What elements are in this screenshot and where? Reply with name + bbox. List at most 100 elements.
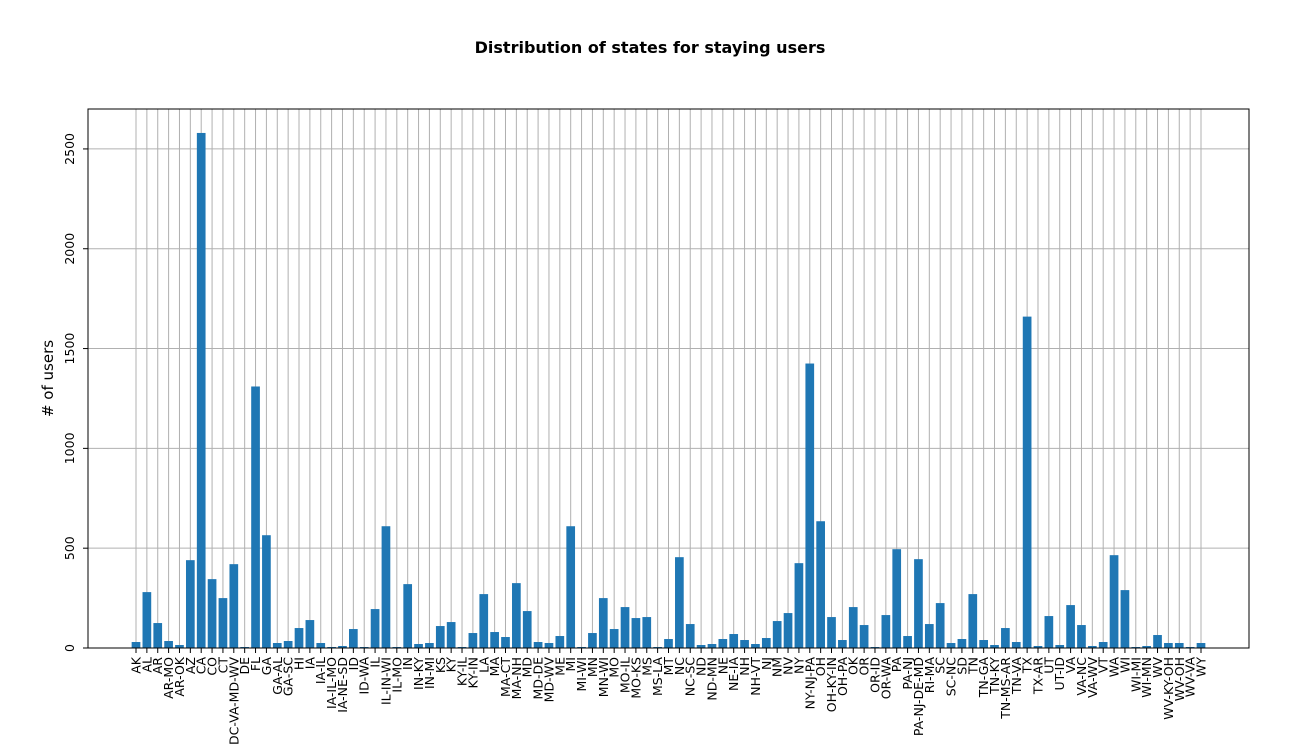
x-tick-label: MO-IL: [618, 657, 633, 693]
bar-oh: [816, 521, 825, 648]
x-tick-label: OR: [857, 657, 872, 676]
x-tick-label: MS-LA: [650, 657, 665, 696]
x-tick-label: SC-NC: [944, 657, 959, 697]
x-tick-label: SD: [954, 657, 969, 675]
x-tick-label: IN: [400, 657, 415, 670]
x-tick-label: PA: [889, 657, 904, 673]
bar-mn-wi: [598, 598, 608, 648]
x-tick-label: WA: [1107, 657, 1122, 678]
x-tick-label: AZ: [183, 657, 198, 674]
x-tick-label: OH: [813, 657, 828, 676]
x-tick-label: RI-MA: [922, 657, 937, 694]
bar-ar: [153, 623, 163, 648]
bar-ks: [435, 626, 445, 648]
bar-wy: [1196, 643, 1206, 648]
x-tick-label: OR-ID: [867, 657, 882, 693]
bar-tx-ar: [1033, 646, 1043, 648]
x-tick-label: WI-MN: [1139, 657, 1154, 698]
x-tick-label: WI-MI: [1128, 657, 1143, 692]
x-tick-label: WV-VA: [1183, 657, 1198, 698]
bar-nc-sc: [685, 624, 695, 648]
x-tick-label: ND: [694, 657, 709, 676]
x-tick-label: VA-NC: [1074, 657, 1089, 696]
bar-or-wa: [881, 615, 891, 648]
x-tick-label: MN-WI: [596, 657, 611, 697]
x-tick-label: SC: [933, 657, 948, 674]
bar-tn-ky: [990, 645, 999, 648]
bar-co: [207, 579, 217, 648]
x-tick-label: TN: [965, 657, 980, 675]
bar-va: [1066, 605, 1075, 648]
x-tick-label: NM: [770, 657, 785, 677]
bar-me: [555, 636, 565, 648]
x-tick-label: MD-DE: [531, 657, 546, 700]
x-tick-label: GA-AL: [270, 657, 285, 695]
bar-il-in-wi: [381, 526, 391, 648]
x-tick-label: VA-WV: [1085, 657, 1100, 698]
bar-md: [522, 611, 532, 648]
x-tick-label: HI: [292, 657, 307, 670]
x-tick-label: NH-VT: [748, 657, 763, 696]
x-tick-label: WV: [1150, 657, 1165, 678]
x-tick-label: KY-IL: [455, 657, 470, 686]
bar-mn: [588, 633, 597, 648]
x-tick-label: AR: [150, 657, 165, 675]
bar-pa-nj: [903, 636, 912, 648]
bar-in-ky: [414, 644, 423, 648]
bar-ky-in: [468, 633, 478, 648]
x-tick-label: PA-NJ-DE-MD: [911, 657, 926, 736]
x-tick-label: MT: [661, 657, 676, 676]
bar-nj: [761, 638, 771, 648]
x-tick-label: KY: [444, 657, 459, 673]
bar-oh-pa: [838, 640, 847, 648]
x-tick-label: VA: [1063, 657, 1078, 674]
x-tick-label: WY: [1194, 657, 1209, 677]
y-tick-label: 500: [62, 536, 77, 560]
bar-ri-ma: [924, 624, 934, 648]
x-tick-label: MA-NH: [509, 657, 524, 699]
x-tick-label: LA: [476, 657, 491, 673]
bar-tx: [1022, 316, 1032, 648]
x-tick-label: IL-MO: [389, 657, 404, 693]
x-tick-label: DE: [237, 657, 252, 675]
bar-wv: [1153, 635, 1162, 648]
bar-in: [403, 584, 413, 648]
x-tick-label: WV-KY-OH: [1161, 657, 1176, 720]
x-tick-label: OH-KY-IN: [824, 657, 839, 712]
bar-ma-ct: [501, 637, 510, 648]
bar-ny: [794, 563, 804, 648]
bar-ut: [1044, 616, 1054, 648]
bar-ga-al: [272, 643, 282, 648]
x-tick-label: UT-ID: [1052, 657, 1067, 690]
x-tick-label: PA-NJ: [900, 657, 915, 690]
x-tick-label: TN-MS-AR: [998, 657, 1013, 720]
x-tick-label: ID-WA: [357, 657, 372, 695]
chart-title: Distribution of states for staying users: [475, 38, 826, 57]
bar-pa: [892, 549, 902, 648]
bar-la: [479, 594, 489, 648]
bar-tn: [968, 594, 978, 648]
x-tick-label: ND-MN: [704, 657, 719, 701]
bar-ne-ia: [729, 634, 739, 648]
y-tick-label: 1500: [62, 333, 77, 365]
bar-ny-nj-pa: [805, 363, 815, 648]
x-tick-label: IA-IL: [313, 657, 328, 684]
bar-mo-ks: [631, 618, 641, 648]
x-tick-label: TN-VA: [1009, 657, 1024, 696]
x-tick-label: NJ: [759, 657, 774, 670]
bar-ca: [196, 132, 206, 648]
x-tick-label: NE-IA: [726, 657, 741, 691]
x-tick-label: KY-IN: [465, 657, 480, 688]
x-tick-label: CO: [205, 657, 220, 676]
x-tick-label: IA-NE-SD: [335, 657, 350, 713]
bar-ok: [848, 607, 858, 648]
bar-nd: [696, 645, 706, 648]
bar-nv: [783, 613, 793, 648]
x-tick-label: AR-OK: [172, 656, 187, 696]
x-tick-label: TN-KY: [987, 657, 1002, 695]
x-tick-label: CA: [194, 657, 209, 675]
bar-fl: [251, 386, 260, 648]
bar-md-wv: [544, 643, 554, 648]
x-axis: AKALARAR-MOAR-OKAZCACOCTDC-VA-MD-WVDEFLG…: [129, 648, 1209, 745]
bar-nh: [740, 640, 749, 648]
